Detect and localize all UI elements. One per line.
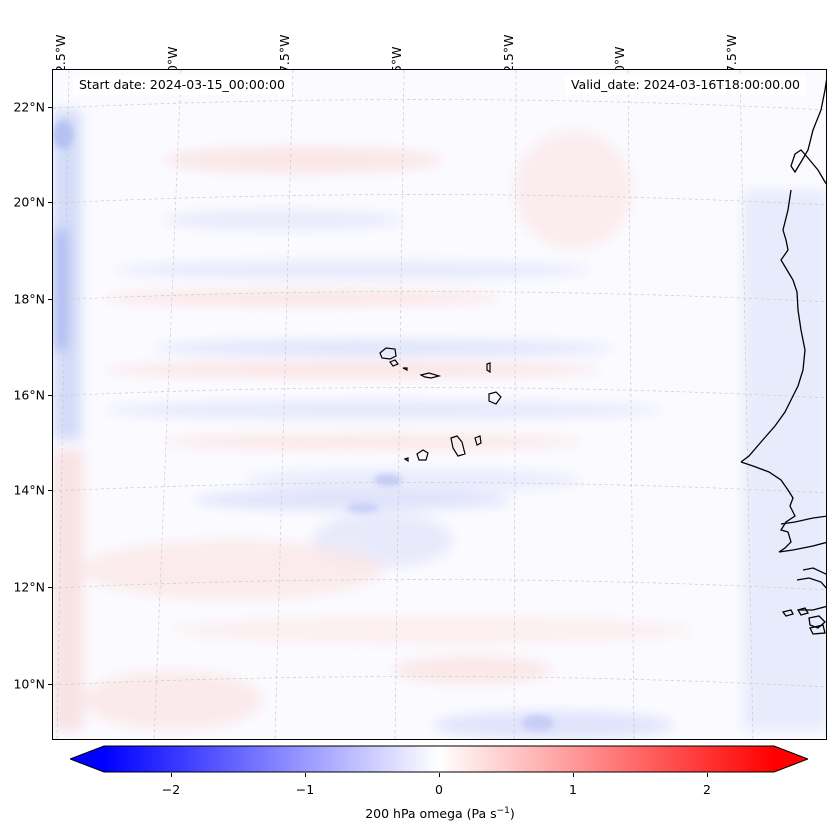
lat-tick (48, 299, 52, 300)
cape-verde-islands (379, 347, 502, 463)
map-panel[interactable]: Start date: 2024-03-15_00:00:00 Valid_da… (52, 69, 827, 740)
colorbar-tick-label: 2 (703, 782, 711, 797)
colorbar-tick-label: 1 (569, 782, 577, 797)
colorbar-label-text: 200 hPa omega (Pa s (365, 806, 497, 822)
meridian (513, 70, 517, 739)
shading-patch (163, 210, 403, 230)
west-africa-coastline (740, 78, 826, 635)
island-sal (486, 362, 491, 374)
colorbar-tick-label: 0 (435, 782, 443, 797)
shading-patch (243, 468, 583, 492)
colorbar-extend-min (70, 746, 104, 772)
shading-patch (374, 474, 402, 486)
shading-patch (513, 130, 633, 250)
shading-patch (522, 715, 554, 731)
shading-patch (83, 540, 383, 600)
island-sao-nicolau (419, 372, 442, 379)
colorbar-label-close: ) (509, 806, 515, 822)
shading-patch (103, 401, 663, 419)
coastline-senegal (740, 461, 826, 553)
colorbar (70, 745, 808, 773)
parallel (53, 387, 826, 399)
parallel (53, 99, 826, 111)
latitude-label: 18°N (13, 291, 45, 307)
island-santiago (450, 435, 466, 457)
island-santa-luzia (402, 367, 408, 371)
shading-patch (173, 616, 693, 644)
colorbar-extend-max (774, 746, 808, 772)
shading-patch (53, 450, 83, 730)
island-boa-vista (488, 391, 502, 405)
omega-shading (53, 110, 826, 739)
shading-patch (393, 656, 553, 684)
shading-patch (193, 490, 513, 510)
colorbar-body (104, 746, 774, 772)
shading-patch (743, 190, 826, 730)
island-bijagos (809, 624, 826, 635)
island-bijagos (781, 609, 794, 617)
shading-patch (163, 146, 443, 174)
island-brava (403, 457, 409, 463)
coastline-mauritania (740, 78, 826, 463)
meridian (274, 70, 294, 739)
latitude-label: 10°N (13, 676, 45, 692)
latitude-label: 20°N (13, 194, 45, 210)
island-santo-antao (379, 347, 397, 360)
parallel (53, 194, 826, 206)
omega-field-map (53, 70, 826, 739)
coastline-guinea-bissau (796, 567, 826, 629)
lat-tick (48, 587, 52, 588)
meridian (56, 70, 70, 739)
lat-tick (48, 395, 52, 396)
island-bijagos (797, 607, 809, 616)
lat-tick (48, 684, 52, 685)
colorbar-tick (305, 773, 306, 777)
shading-patch (103, 363, 603, 377)
colorbar-tick (439, 773, 440, 777)
lat-tick (48, 107, 52, 108)
colorbar-tick-label: −2 (161, 782, 181, 797)
latitude-label: 14°N (13, 482, 45, 498)
lat-tick (48, 202, 52, 203)
shading-patch (53, 230, 67, 350)
shading-patch (103, 290, 503, 306)
shading-patch (83, 670, 263, 730)
meridian (739, 70, 754, 739)
island-maio (474, 435, 482, 446)
latitude-label: 16°N (13, 387, 45, 403)
colorbar-outline (70, 745, 808, 773)
colorbar-tick-label: −1 (295, 782, 315, 797)
colorbar-label-exponent: −1 (496, 806, 510, 816)
start-date-label: Start date: 2024-03-15_00:00:00 (73, 75, 291, 95)
meridian (153, 70, 182, 739)
island-fogo (416, 449, 429, 461)
island-sao-vicente (389, 359, 399, 367)
lat-tick (48, 490, 52, 491)
meridian (627, 70, 635, 739)
colorbar-tick (707, 773, 708, 777)
shading-patch (53, 121, 73, 149)
shading-patch (113, 261, 593, 279)
latitude-label: 12°N (13, 579, 45, 595)
omega-shading-detail (53, 121, 554, 731)
valid-date-label: Valid_date: 2024-03-16T18:00:00.00 (564, 75, 806, 95)
shading-patch (153, 340, 613, 356)
coastline-gambia (780, 515, 826, 525)
shading-patch (347, 503, 379, 513)
graticule (53, 70, 826, 739)
colorbar-tick (171, 773, 172, 777)
meridian (394, 70, 405, 739)
latitude-label: 22°N (13, 99, 45, 115)
colorbar-tick (573, 773, 574, 777)
colorbar-label: 200 hPa omega (Pa s−1) (0, 806, 837, 821)
shading-patch (163, 434, 583, 450)
